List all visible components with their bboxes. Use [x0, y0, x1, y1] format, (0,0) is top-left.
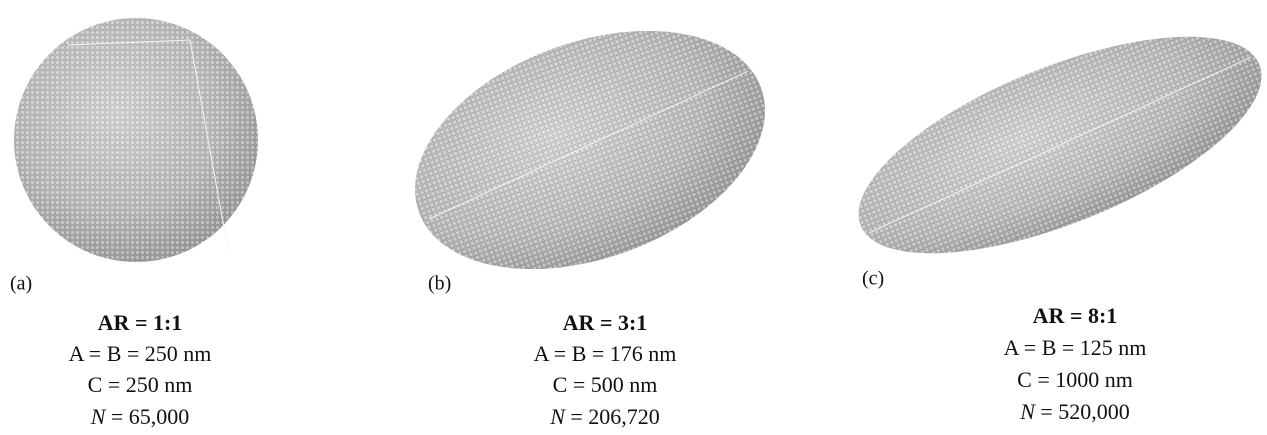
dipole-count: N = 520,000	[1019, 399, 1130, 424]
n-symbol: N	[90, 404, 107, 429]
n-symbol: N	[1019, 399, 1036, 424]
dimension-ab: A = B = 250 nm	[69, 341, 212, 366]
aspect-ratio: AR = 3:1	[563, 310, 648, 335]
n-value: = 206,720	[570, 404, 659, 429]
dimension-ab: A = B = 125 nm	[1004, 335, 1147, 360]
particle-c	[831, 0, 1267, 298]
n-symbol: N	[549, 404, 566, 429]
dimension-c: C = 250 nm	[88, 372, 193, 397]
particle-b	[382, 0, 798, 314]
panel-label: (a)	[10, 273, 32, 295]
aspect-ratio: AR = 8:1	[1033, 303, 1118, 328]
dipole-count: N = 65,000	[90, 404, 190, 429]
figure: (a) (b) (c) AR = 1:1 A = B = 250 nm C = …	[0, 0, 1267, 435]
particle-a	[14, 18, 258, 262]
panel-label: (c)	[862, 268, 884, 290]
panel-label: (b)	[428, 273, 451, 295]
n-value: = 65,000	[111, 404, 189, 429]
dipole-count: N = 206,720	[549, 404, 660, 429]
n-value: = 520,000	[1040, 399, 1129, 424]
dimension-ab: A = B = 176 nm	[534, 341, 677, 366]
aspect-ratio: AR = 1:1	[98, 310, 183, 335]
dimension-c: C = 500 nm	[553, 372, 658, 397]
dimension-c: C = 1000 nm	[1017, 367, 1133, 392]
